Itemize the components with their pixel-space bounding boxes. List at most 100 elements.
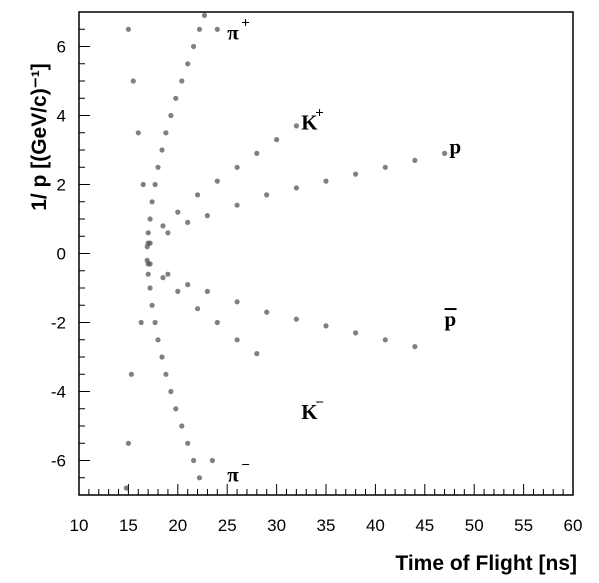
data-point xyxy=(412,157,418,163)
particle-label: p xyxy=(450,135,462,159)
data-point xyxy=(209,457,215,464)
data-point xyxy=(152,319,158,326)
data-point xyxy=(274,137,280,143)
data-point xyxy=(147,261,153,267)
y-tick-label: -2 xyxy=(51,314,66,333)
data-point xyxy=(196,475,203,481)
data-point xyxy=(149,302,155,308)
particle-charge: + xyxy=(241,16,250,32)
x-tick-label: 20 xyxy=(168,516,187,535)
x-axis-ticks: 10 15 20 25 30 35 40 45 50 55 60 xyxy=(70,484,583,535)
data-point xyxy=(159,354,165,360)
data-point xyxy=(293,123,299,129)
particle-label: π xyxy=(227,21,239,45)
data-point xyxy=(323,178,329,184)
x-tick-label: 10 xyxy=(70,516,89,535)
y-axis-ticks: -6 -4 -2 0 2 4 6 xyxy=(51,11,90,496)
data-point xyxy=(195,192,201,198)
data-point xyxy=(214,26,220,32)
particle-label: K xyxy=(301,400,318,424)
particle-charge: + xyxy=(315,105,324,121)
data-point xyxy=(175,288,181,294)
data-point xyxy=(165,230,171,236)
particle-label: π xyxy=(227,462,239,486)
data-point xyxy=(185,61,191,67)
particle-charge: − xyxy=(241,457,250,473)
data-point xyxy=(152,181,158,188)
data-point xyxy=(204,288,210,294)
y-tick-label: 6 xyxy=(57,38,66,57)
particle-labels: π +K+ppK−π − xyxy=(227,16,461,487)
data-point xyxy=(155,164,161,170)
data-point xyxy=(160,223,166,229)
x-tick-label: 60 xyxy=(564,516,583,535)
data-point xyxy=(147,285,153,291)
data-point xyxy=(125,26,131,32)
data-point xyxy=(254,150,260,156)
data-point xyxy=(175,209,181,215)
data-point xyxy=(185,219,191,225)
data-point xyxy=(159,147,165,153)
particle-label: K xyxy=(301,110,318,134)
data-point xyxy=(165,271,171,277)
x-tick-label: 35 xyxy=(317,516,336,535)
data-point xyxy=(155,337,161,343)
x-axis-title: Time of Flight [ns] xyxy=(395,552,577,575)
x-tick-label: 55 xyxy=(514,516,533,535)
data-point xyxy=(135,130,141,136)
data-point xyxy=(196,26,203,32)
data-point xyxy=(130,78,136,84)
data-point xyxy=(179,78,185,84)
data-point xyxy=(185,282,191,288)
x-tick-label: 40 xyxy=(366,516,385,535)
data-marks xyxy=(123,12,448,491)
data-point xyxy=(234,164,240,170)
data-point xyxy=(168,112,174,119)
data-point xyxy=(173,95,179,101)
data-point xyxy=(125,440,131,446)
y-tick-label: 2 xyxy=(57,176,66,195)
data-point xyxy=(382,337,388,343)
y-tick-label: 4 xyxy=(57,107,66,126)
data-point xyxy=(382,164,388,170)
data-point xyxy=(293,185,299,191)
data-point xyxy=(234,299,240,305)
x-tick-label: 50 xyxy=(465,516,484,535)
x-tick-label: 15 xyxy=(119,516,138,535)
data-point xyxy=(163,371,169,377)
data-point xyxy=(147,216,153,222)
data-point xyxy=(128,371,134,377)
data-point xyxy=(214,178,220,184)
data-point xyxy=(173,406,179,412)
data-point xyxy=(191,43,197,50)
data-point xyxy=(234,202,240,208)
data-point xyxy=(163,130,169,136)
data-point xyxy=(145,271,151,277)
y-axis-title: 1/ p [(GeV/c)⁻¹] xyxy=(28,63,51,211)
data-point xyxy=(204,213,210,219)
data-point xyxy=(179,423,185,429)
data-point xyxy=(149,199,155,205)
x-tick-label: 45 xyxy=(415,516,434,535)
data-point xyxy=(234,337,240,343)
data-point xyxy=(140,181,146,188)
data-point xyxy=(323,323,329,329)
data-point xyxy=(145,230,151,236)
data-point xyxy=(353,171,359,177)
data-point xyxy=(185,440,191,446)
y-tick-label: -6 xyxy=(51,452,66,471)
data-point xyxy=(195,306,201,312)
particle-label: p xyxy=(445,307,457,331)
particle-charge: − xyxy=(315,395,324,411)
y-tick-label: -4 xyxy=(51,383,66,402)
data-point xyxy=(123,485,129,491)
data-point xyxy=(138,319,144,326)
y-tick-label: 0 xyxy=(57,245,66,264)
x-tick-label: 25 xyxy=(218,516,237,535)
data-point xyxy=(254,351,260,357)
data-point xyxy=(264,309,270,315)
x-tick-label: 30 xyxy=(267,516,286,535)
data-point xyxy=(412,344,418,350)
data-point xyxy=(353,330,359,336)
